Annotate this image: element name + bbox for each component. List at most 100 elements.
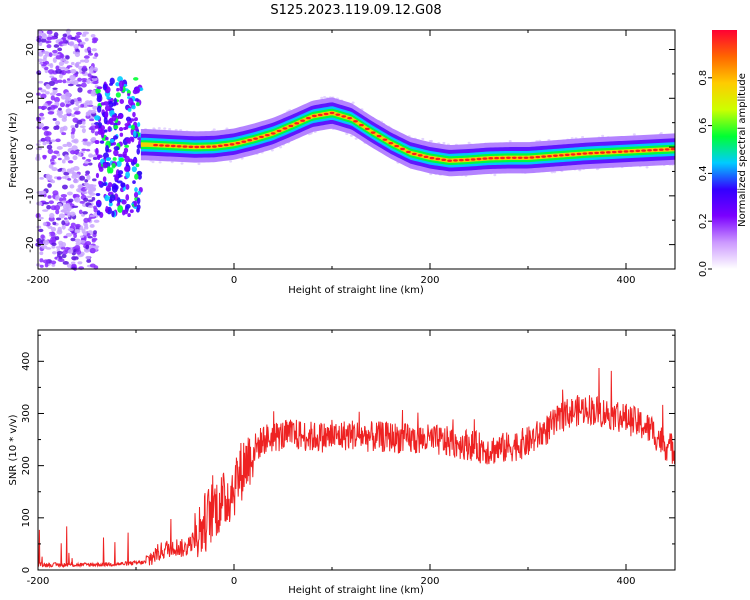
noise-speck [45,173,51,179]
noise-speck [87,50,92,54]
transition-speck [131,104,136,110]
noise-speck [58,61,65,67]
noise-speck [72,193,77,199]
transition-speck [121,209,126,216]
noise-speck [94,131,99,136]
x-tick-label: -200 [27,576,50,587]
noise-speck [88,100,93,106]
transition-speck [118,113,124,119]
noise-speck [58,114,65,119]
noise-speck [87,199,94,202]
noise-speck [83,55,90,59]
noise-speck [65,28,71,34]
noise-speck [79,235,85,238]
y-tick-label: 400 [21,352,32,371]
noise-speck [47,195,52,199]
noise-speck [75,223,81,228]
transition-speck [98,180,102,185]
noise-speck [52,105,58,109]
transition-speck [119,157,125,162]
transition-speck [105,185,111,192]
transition-speck [119,99,125,104]
noise-speck [55,125,60,130]
ridge-core-dash [564,153,570,157]
noise-speck [40,93,47,99]
transition-speck [133,158,138,163]
noise-speck [40,116,45,120]
transition-speck [136,148,141,155]
transition-speck [116,180,123,184]
noise-speck [70,61,75,66]
noise-speck [86,78,91,84]
noise-speck [71,139,78,143]
ridge-core-dash [294,122,300,125]
noise-speck [57,157,62,161]
halo-speck [354,137,358,140]
transition-speck [136,144,143,149]
noise-speck [47,69,55,74]
transition-speck [95,87,101,95]
noise-speck [36,225,42,229]
noise-speck [67,160,74,164]
halo-speck [351,101,355,104]
noise-speck [57,226,62,233]
ridge-core-dash [488,157,494,160]
noise-speck [38,228,44,233]
noise-speck [86,195,92,199]
noise-speck [61,220,66,226]
halo-speck [467,141,471,145]
colorbar: 0.0 0.2 0.4 0.6 0.8 Normalized spectral ampl… [698,30,748,277]
noise-speck [61,43,68,46]
transition-speck [119,86,124,92]
noise-speck [61,176,67,179]
noise-speck [42,50,49,54]
halo-speck [163,127,167,130]
noise-speck [56,146,63,150]
noise-speck [42,221,48,227]
noise-speck [90,122,96,126]
noise-speck [46,36,53,41]
transition-speck [125,171,130,179]
noise-speck [65,103,72,107]
ridge-core-dash [394,144,400,148]
transition-speck [135,163,140,168]
transition-speck [102,182,107,187]
noise-speck [70,261,76,265]
noise-speck [39,264,44,268]
noise-speck [91,196,96,201]
noise-speck [85,148,91,152]
transition-speck [116,87,120,92]
noise-speck [39,62,44,65]
transition-speck [108,201,113,207]
y-tick-label: 300 [21,404,32,423]
noise-speck [86,174,91,181]
noise-speck [81,78,88,81]
x-tick-label: 400 [616,576,635,587]
noise-speck [66,263,72,268]
noise-speck [91,75,98,79]
noise-speck [41,105,48,110]
noise-speck [55,138,61,143]
noise-speck [85,244,90,250]
ridge-core-dash [506,156,511,159]
halo-speck [421,137,425,141]
halo-speck [168,128,172,131]
ridge-core-dash [300,119,305,122]
noise-speck [84,187,91,190]
transition-speck [104,194,110,202]
noise-speck [64,67,69,71]
transition-speck [133,130,137,138]
halo-speck [429,140,433,143]
halo-speck [645,166,649,169]
ridge-core-dash [670,147,676,151]
ridge-core-dash [553,154,558,157]
noise-speck [36,117,42,123]
noise-speck [53,32,59,38]
ridge-core-dash [370,131,376,134]
noise-speck [66,141,71,146]
y-tick-label: 200 [21,456,32,475]
noise-speck [74,123,79,129]
transition-speck [102,162,108,169]
ridge-core-dash [153,143,159,147]
noise-speck [75,249,82,255]
